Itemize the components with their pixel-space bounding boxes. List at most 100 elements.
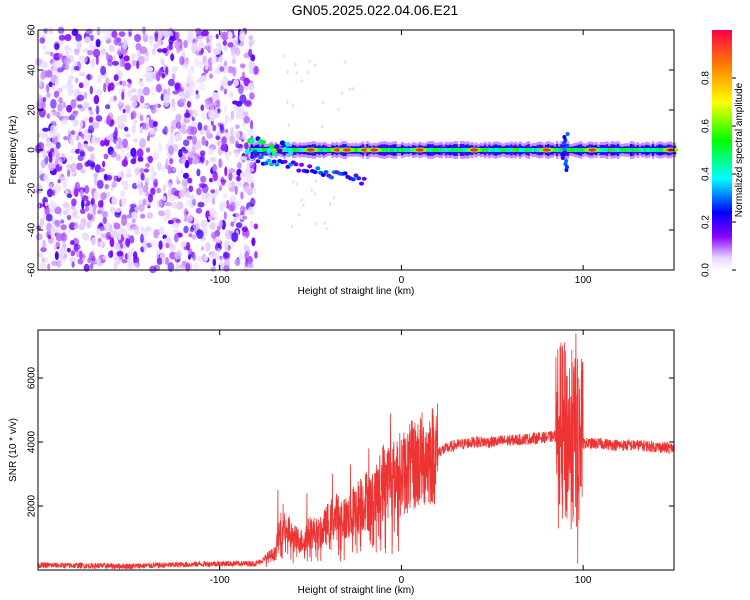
heatmap-cell bbox=[571, 148, 574, 152]
heatmap-cell bbox=[196, 187, 202, 196]
heatmap-cell bbox=[117, 42, 123, 47]
heatmap-cell bbox=[48, 162, 55, 172]
heatmap-cell bbox=[36, 152, 41, 158]
heatmap-cell bbox=[160, 58, 165, 65]
heatmap-cell bbox=[558, 148, 561, 152]
heatmap-cell bbox=[125, 106, 131, 114]
heatmap-cell bbox=[203, 197, 211, 203]
heatmap-cell bbox=[563, 138, 568, 142]
heatmap-cell bbox=[285, 141, 291, 147]
colorbar-tick-label: 0.4 bbox=[701, 167, 712, 181]
heatmap-cell bbox=[53, 111, 61, 117]
heatmap-cell bbox=[287, 148, 291, 152]
heatmap-cell bbox=[69, 134, 74, 145]
heatmap-cell bbox=[51, 84, 56, 91]
heatmap-cell bbox=[656, 148, 659, 152]
heatmap-cell bbox=[257, 148, 260, 152]
heatmap-cell bbox=[93, 94, 100, 105]
heatmap-cell bbox=[320, 173, 326, 177]
heatmap-cell bbox=[344, 60, 347, 64]
heatmap-cell bbox=[195, 207, 203, 214]
heatmap-cell bbox=[116, 65, 120, 74]
heatmap-cell bbox=[114, 242, 120, 251]
heatmap-cell bbox=[145, 117, 150, 123]
heatmap-cell bbox=[154, 32, 159, 42]
heatmap-cell bbox=[134, 34, 142, 42]
heatmap-cell bbox=[405, 148, 408, 152]
heatmap-cell bbox=[606, 148, 609, 152]
x-tick-label: 100 bbox=[575, 275, 592, 286]
heatmap-cell bbox=[69, 257, 77, 263]
heatmap-cell bbox=[171, 201, 178, 209]
heatmap-cell bbox=[165, 158, 169, 168]
heatmap-cell bbox=[78, 71, 86, 77]
heatmap-cell bbox=[218, 158, 222, 169]
heatmap-cell bbox=[157, 142, 163, 153]
heatmap-cell bbox=[111, 196, 118, 206]
heatmap-cell bbox=[573, 148, 576, 152]
heatmap-cell bbox=[660, 148, 664, 152]
heatmap-cell bbox=[49, 148, 55, 153]
heatmap-cell bbox=[64, 189, 69, 196]
heatmap-cell bbox=[127, 89, 133, 97]
heatmap-cell bbox=[116, 154, 121, 162]
heatmap-peak bbox=[306, 148, 315, 152]
heatmap-cell bbox=[165, 242, 170, 249]
heatmap-cell bbox=[71, 28, 79, 37]
heatmap-cell bbox=[191, 135, 197, 145]
heatmap-cell bbox=[329, 175, 334, 180]
heatmap-cell bbox=[115, 140, 120, 149]
heatmap-cell bbox=[68, 74, 75, 80]
heatmap-cell bbox=[562, 147, 567, 151]
x-tick-label: -100 bbox=[210, 275, 230, 286]
heatmap-cell bbox=[296, 168, 302, 173]
heatmap-cell bbox=[180, 158, 186, 164]
heatmap-cell bbox=[175, 31, 180, 40]
heatmap-cell bbox=[282, 146, 288, 152]
heatmap-cell bbox=[499, 148, 502, 152]
heatmap-cell bbox=[638, 148, 642, 152]
heatmap-cell bbox=[119, 58, 124, 68]
heatmap-cell bbox=[228, 172, 233, 181]
heatmap-cell bbox=[240, 135, 248, 140]
heatmap-cell bbox=[208, 109, 216, 120]
heatmap-cell bbox=[89, 251, 95, 261]
heatmap-cell bbox=[112, 54, 117, 63]
heatmap-cell bbox=[64, 63, 70, 71]
heatmap-cell bbox=[87, 73, 91, 81]
heatmap-cell bbox=[97, 209, 103, 215]
heatmap-cell bbox=[492, 148, 496, 152]
heatmap-cell bbox=[249, 220, 254, 229]
heatmap-cell bbox=[582, 148, 585, 152]
heatmap-cell bbox=[315, 166, 321, 171]
heatmap-cell bbox=[216, 42, 222, 48]
heatmap-cell bbox=[293, 162, 299, 167]
heatmap-cell bbox=[89, 42, 94, 51]
heatmap-cell bbox=[324, 148, 328, 152]
heatmap-cell bbox=[132, 53, 139, 58]
heatmap-cell bbox=[90, 198, 94, 205]
heatmap-cell bbox=[84, 36, 91, 44]
heatmap-cell bbox=[490, 148, 494, 152]
heatmap-cell bbox=[126, 168, 132, 175]
heatmap-cell bbox=[255, 159, 261, 164]
heatmap-cell bbox=[146, 135, 150, 142]
heatmap-cell bbox=[200, 175, 207, 183]
heatmap-cell bbox=[131, 225, 139, 230]
heatmap-cell bbox=[565, 132, 570, 136]
heatmap-cell bbox=[73, 65, 80, 71]
heatmap-cell bbox=[124, 62, 131, 71]
heatmap-cell bbox=[308, 59, 311, 63]
heatmap-peak bbox=[342, 148, 351, 152]
heatmap-cell bbox=[636, 148, 640, 152]
heatmap-cell bbox=[86, 221, 92, 229]
heatmap-cell bbox=[140, 213, 146, 219]
heatmap-cell bbox=[235, 222, 243, 229]
heatmap-cell bbox=[162, 184, 166, 192]
heatmap-cell bbox=[148, 193, 153, 203]
heatmap-cell bbox=[209, 208, 216, 217]
heatmap-cell bbox=[101, 29, 110, 34]
heatmap-cell bbox=[205, 241, 211, 252]
heatmap-cell bbox=[326, 148, 330, 152]
heatmap-cell bbox=[120, 190, 126, 197]
